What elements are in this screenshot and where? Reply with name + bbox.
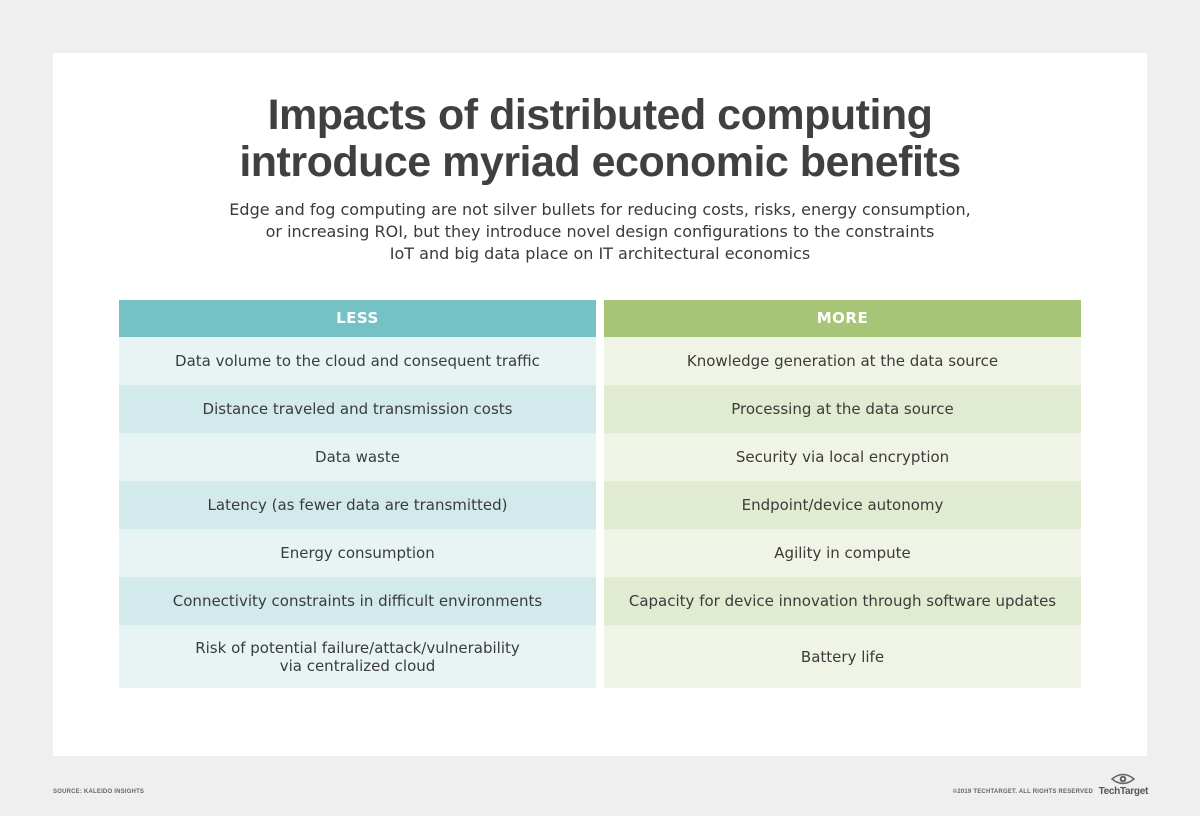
source-note: SOURCE: KALEIDO INSIGHTS (53, 789, 145, 795)
more-row: Knowledge generation at the data source (604, 337, 1081, 385)
more-row-text: Knowledge generation at the data source (686, 352, 999, 370)
subtitle-line-3: IoT and big data place on IT architectur… (389, 244, 811, 263)
more-row-text: Capacity for device innovation through s… (628, 592, 1057, 610)
more-row-text: Processing at the data source (731, 400, 954, 418)
page-title: Impacts of distributed computing introdu… (0, 92, 1200, 186)
page-subtitle: Edge and fog computing are not silver bu… (0, 199, 1200, 265)
techtarget-logo: TechTarget (1098, 772, 1148, 800)
less-row: Data volume to the cloud and consequent … (119, 337, 596, 385)
less-row-text: Connectivity constraints in difficult en… (172, 592, 543, 610)
more-row: Security via local encryption (604, 433, 1081, 481)
more-row-text: Security via local encryption (735, 448, 950, 466)
less-row-text: Distance traveled and transmission costs (202, 400, 513, 418)
more-row: Capacity for device innovation through s… (604, 577, 1081, 625)
more-row: Processing at the data source (604, 385, 1081, 433)
less-row-text: Energy consumption (280, 544, 435, 562)
less-row-text: Latency (as fewer data are transmitted) (207, 496, 508, 514)
more-row: Endpoint/device autonomy (604, 481, 1081, 529)
less-row: Latency (as fewer data are transmitted) (119, 481, 596, 529)
less-row: Distance traveled and transmission costs (119, 385, 596, 433)
less-row: Energy consumption (119, 529, 596, 577)
less-row-text: Data waste (315, 448, 400, 466)
eye-icon (1111, 773, 1135, 785)
title-line-1: Impacts of distributed computing (267, 91, 933, 139)
less-header: LESS (119, 300, 596, 337)
logo-wordmark: TechTarget (1098, 786, 1149, 797)
less-row: Connectivity constraints in difficult en… (119, 577, 596, 625)
more-column: MORE Knowledge generation at the data so… (604, 300, 1081, 688)
more-header: MORE (604, 300, 1081, 337)
subtitle-line-2: or increasing ROI, but they introduce no… (265, 222, 935, 241)
more-row-text: Agility in compute (774, 544, 911, 562)
less-row: Data waste (119, 433, 596, 481)
less-column: LESS Data volume to the cloud and conseq… (119, 300, 596, 688)
less-row-text: Data volume to the cloud and consequent … (175, 352, 540, 370)
more-row-text: Endpoint/device autonomy (741, 496, 944, 514)
more-row: Agility in compute (604, 529, 1081, 577)
less-row: Risk of potential failure/attack/vulnera… (119, 625, 596, 688)
title-line-2: introduce myriad economic benefits (239, 138, 961, 186)
more-row: Battery life (604, 625, 1081, 688)
subtitle-line-1: Edge and fog computing are not silver bu… (229, 200, 971, 219)
copyright-note: ©2019 TECHTARGET. ALL RIGHTS RESERVED (952, 789, 1093, 795)
less-row-text: Risk of potential failure/attack/vulnera… (195, 638, 520, 675)
more-row-text: Battery life (800, 647, 885, 666)
